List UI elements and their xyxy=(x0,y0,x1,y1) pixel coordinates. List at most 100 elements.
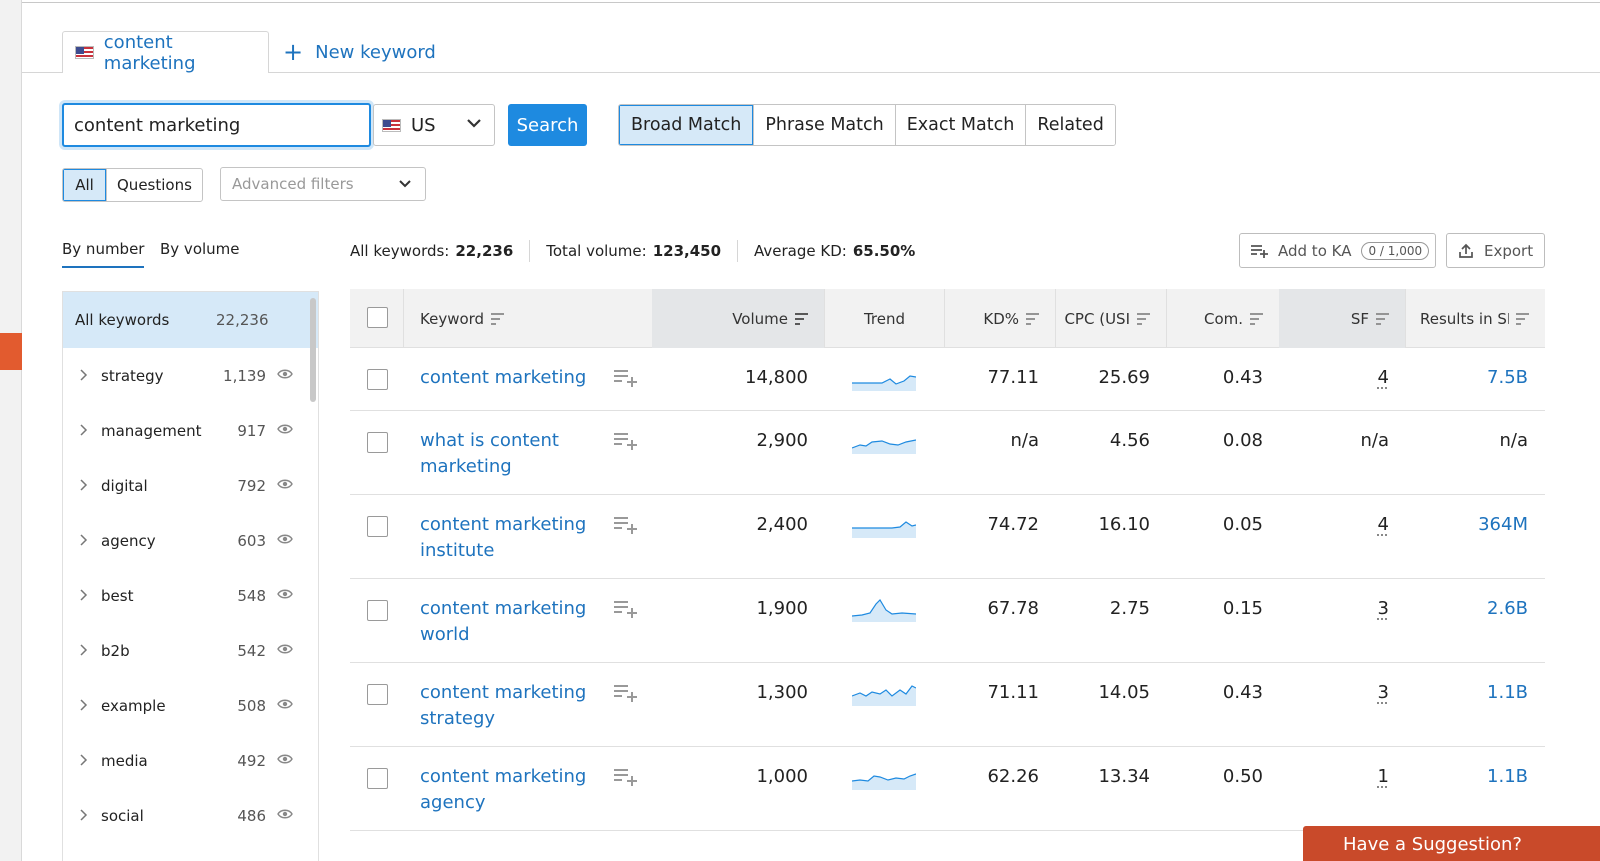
keyword-link[interactable]: content marketing world xyxy=(420,598,587,645)
keyword-link[interactable]: content marketing institute xyxy=(420,514,587,561)
row-checkbox[interactable] xyxy=(367,369,388,390)
select-all-checkbox[interactable] xyxy=(367,307,388,328)
chevron-right-icon[interactable] xyxy=(79,699,89,711)
add-to-ka-button[interactable]: Add to KA 0 / 1,000 xyxy=(1239,233,1436,268)
row-checkbox[interactable] xyxy=(367,432,388,453)
eye-icon[interactable] xyxy=(277,533,293,545)
serp-features-value[interactable]: 3 xyxy=(1377,682,1389,703)
export-button[interactable]: Export xyxy=(1446,233,1545,268)
chevron-right-icon[interactable] xyxy=(79,424,89,436)
add-to-list-icon[interactable] xyxy=(613,600,637,618)
add-to-list-icon[interactable] xyxy=(613,516,637,534)
chevron-right-icon[interactable] xyxy=(79,369,89,381)
filter-all-button[interactable]: All xyxy=(63,169,106,201)
chevron-right-icon[interactable] xyxy=(79,479,89,491)
us-flag-icon xyxy=(382,118,401,132)
tab-by-volume[interactable]: By volume xyxy=(160,240,240,258)
trend-sparkline xyxy=(852,375,916,391)
serp-features-value[interactable]: 4 xyxy=(1377,367,1389,388)
group-name: best xyxy=(101,586,134,605)
eye-icon[interactable] xyxy=(277,698,293,710)
volume-value: 2,400 xyxy=(756,514,808,535)
results-value[interactable]: 1.1B xyxy=(1487,766,1528,787)
add-to-ka-label: Add to KA xyxy=(1278,241,1352,260)
new-keyword-label: New keyword xyxy=(315,41,436,63)
eye-icon[interactable] xyxy=(277,753,293,765)
cpc-value: 13.34 xyxy=(1098,766,1150,787)
row-checkbox[interactable] xyxy=(367,516,388,537)
chevron-right-icon[interactable] xyxy=(79,754,89,766)
eye-icon[interactable] xyxy=(277,643,293,655)
exact-match-button[interactable]: Exact Match xyxy=(894,105,1026,145)
search-button[interactable]: Search xyxy=(508,104,587,146)
col-keyword[interactable]: Keyword xyxy=(420,289,505,348)
group-item[interactable]: management 917 xyxy=(63,403,318,458)
results-value[interactable]: 364M xyxy=(1478,514,1528,535)
kd-value: 77.11 xyxy=(987,367,1039,388)
group-item[interactable]: example 508 xyxy=(63,678,318,733)
phrase-match-button[interactable]: Phrase Match xyxy=(753,105,895,145)
row-checkbox[interactable] xyxy=(367,684,388,705)
table-header: Keyword Volume Trend KD% CPC (USI Com. S… xyxy=(350,289,1545,348)
export-label: Export xyxy=(1484,241,1534,260)
add-to-list-icon[interactable] xyxy=(613,768,637,786)
related-button[interactable]: Related xyxy=(1025,105,1115,145)
results-value[interactable]: 7.5B xyxy=(1487,367,1528,388)
group-all-keywords[interactable]: All keywords 22,236 xyxy=(63,292,318,348)
group-item[interactable]: strategy 1,139 xyxy=(63,348,318,403)
group-item[interactable]: best 548 xyxy=(63,568,318,623)
group-item[interactable]: media 492 xyxy=(63,733,318,788)
group-name: digital xyxy=(101,476,148,495)
sort-icon xyxy=(795,312,808,325)
keyword-link[interactable]: content marketing agency xyxy=(420,766,587,813)
eye-icon[interactable] xyxy=(277,478,293,490)
kd-value: 71.11 xyxy=(987,682,1039,703)
eye-icon[interactable] xyxy=(277,368,293,380)
keyword-link[interactable]: content marketing strategy xyxy=(420,682,587,729)
col-results[interactable]: Results in SE xyxy=(1405,289,1545,348)
group-item[interactable]: b2b 542 xyxy=(63,623,318,678)
scrollbar[interactable] xyxy=(310,298,316,402)
keyword-link[interactable]: content marketing xyxy=(420,367,587,388)
serp-features-value[interactable]: 3 xyxy=(1377,598,1389,619)
row-checkbox[interactable] xyxy=(367,768,388,789)
add-to-list-icon[interactable] xyxy=(613,369,637,387)
col-volume[interactable]: Volume xyxy=(652,289,824,348)
country-select[interactable]: US xyxy=(373,104,495,146)
new-keyword-button[interactable]: + New keyword xyxy=(283,36,436,68)
eye-icon[interactable] xyxy=(277,588,293,600)
group-item[interactable]: social 486 xyxy=(63,788,318,843)
suggestion-button[interactable]: Have a Suggestion? xyxy=(1303,826,1600,861)
broad-match-button[interactable]: Broad Match xyxy=(619,105,754,145)
stat-divider xyxy=(737,240,739,262)
row-checkbox[interactable] xyxy=(367,600,388,621)
eye-icon[interactable] xyxy=(277,808,293,820)
col-com[interactable]: Com. xyxy=(1166,289,1279,348)
results-value[interactable]: 1.1B xyxy=(1487,682,1528,703)
group-item[interactable]: digital 792 xyxy=(63,458,318,513)
serp-features-value[interactable]: 1 xyxy=(1377,766,1389,787)
add-to-list-icon[interactable] xyxy=(613,432,637,450)
volume-value: 1,900 xyxy=(756,598,808,619)
kd-value: 74.72 xyxy=(987,514,1039,535)
keyword-link[interactable]: what is content marketing xyxy=(420,430,559,477)
results-value[interactable]: 2.6B xyxy=(1487,598,1528,619)
rail-tab[interactable] xyxy=(0,333,22,370)
col-sf[interactable]: SF xyxy=(1279,289,1405,348)
chevron-right-icon[interactable] xyxy=(79,644,89,656)
col-kd[interactable]: KD% xyxy=(944,289,1055,348)
advanced-filters-dropdown[interactable]: Advanced filters xyxy=(220,167,426,201)
add-to-list-icon[interactable] xyxy=(613,684,637,702)
tab-content-marketing[interactable]: content marketing xyxy=(62,31,269,74)
serp-features-value[interactable]: 4 xyxy=(1377,514,1389,535)
col-cpc[interactable]: CPC (USI xyxy=(1055,289,1166,348)
keyword-search-input[interactable] xyxy=(62,103,371,147)
group-count: 1,139 xyxy=(223,366,266,385)
chevron-right-icon[interactable] xyxy=(79,589,89,601)
group-item[interactable]: agency 603 xyxy=(63,513,318,568)
chevron-right-icon[interactable] xyxy=(79,809,89,821)
chevron-right-icon[interactable] xyxy=(79,534,89,546)
tab-by-number[interactable]: By number xyxy=(62,240,145,268)
filter-questions-button[interactable]: Questions xyxy=(106,169,202,201)
eye-icon[interactable] xyxy=(277,423,293,435)
